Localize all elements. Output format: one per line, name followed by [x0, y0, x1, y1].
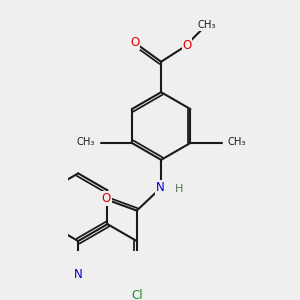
- Text: CH₃: CH₃: [76, 137, 94, 147]
- Text: O: O: [182, 39, 192, 52]
- Text: N: N: [74, 268, 82, 281]
- Text: O: O: [130, 36, 139, 49]
- Text: N: N: [156, 181, 165, 194]
- Text: Cl: Cl: [132, 289, 143, 300]
- Text: H: H: [175, 184, 183, 194]
- Text: O: O: [102, 192, 111, 205]
- Text: CH₃: CH₃: [228, 137, 246, 147]
- Text: CH₃: CH₃: [198, 20, 216, 30]
